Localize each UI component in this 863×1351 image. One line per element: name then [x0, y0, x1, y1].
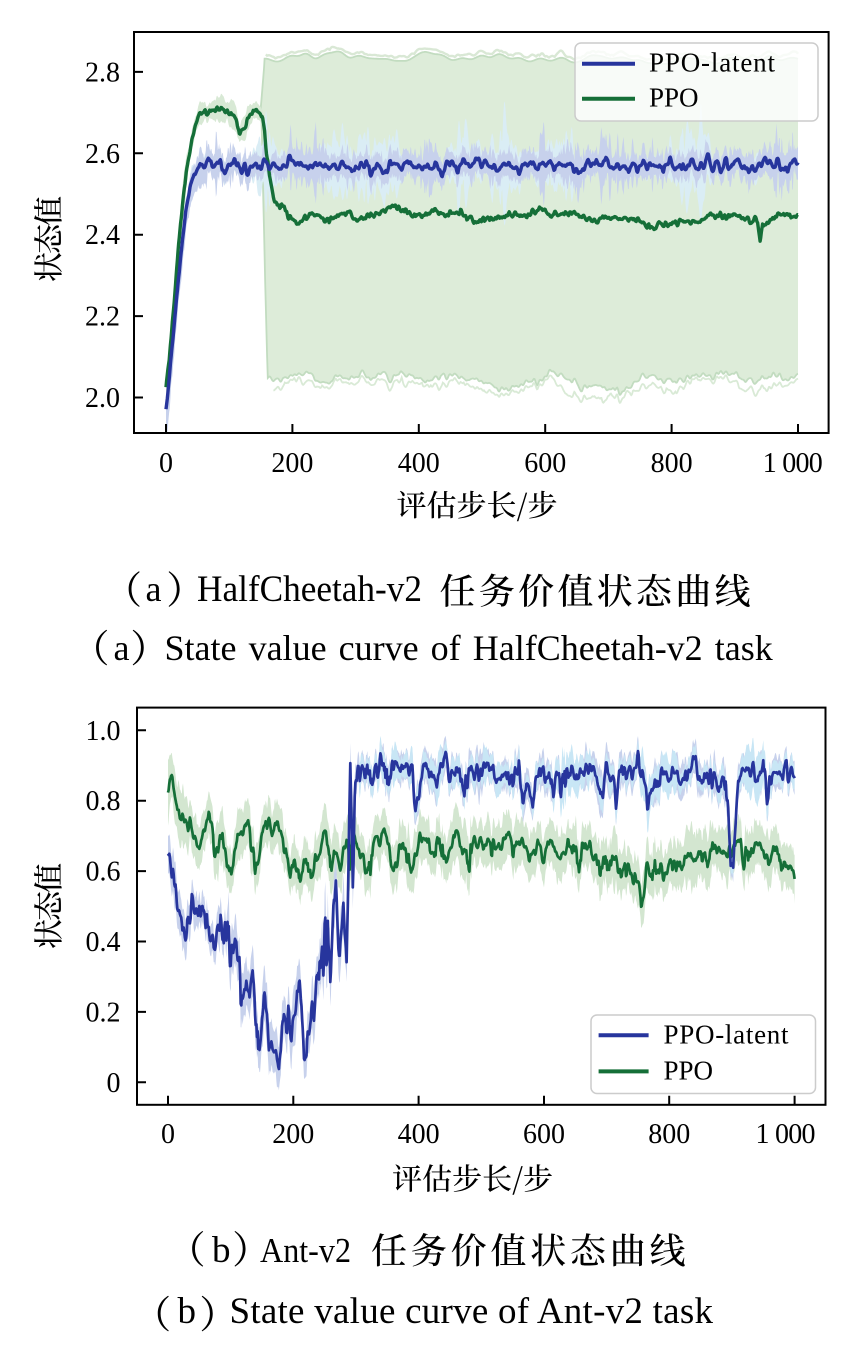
svg-text:PPO: PPO	[649, 83, 699, 113]
svg-text:2.8: 2.8	[85, 57, 120, 88]
svg-text:400: 400	[398, 448, 440, 479]
svg-text:State value curve of Ant-v2 ta: State value curve of Ant-v2 task	[230, 1291, 714, 1332]
svg-text:400: 400	[398, 1119, 440, 1150]
svg-text:2.6: 2.6	[85, 139, 120, 170]
svg-text:0: 0	[107, 1068, 121, 1099]
svg-text:HalfCheetah-v2: HalfCheetah-v2	[197, 569, 422, 610]
svg-text:0.2: 0.2	[86, 997, 121, 1028]
svg-text:a: a	[146, 569, 162, 609]
svg-text:600: 600	[523, 1119, 565, 1150]
svg-text:1 000: 1 000	[756, 1119, 816, 1150]
svg-text:2.4: 2.4	[85, 220, 120, 251]
svg-text:2.2: 2.2	[85, 302, 120, 333]
svg-text:2.0: 2.0	[85, 383, 120, 414]
svg-text:200: 200	[272, 1119, 314, 1150]
svg-text:0: 0	[161, 1119, 175, 1150]
svg-text:0.4: 0.4	[86, 927, 121, 958]
svg-text:a: a	[114, 628, 130, 668]
svg-text:b: b	[212, 1230, 231, 1271]
svg-text:0.6: 0.6	[86, 857, 121, 888]
svg-text:800: 800	[651, 448, 693, 479]
svg-text:200: 200	[271, 448, 313, 479]
svg-text:Ant-v2: Ant-v2	[260, 1231, 351, 1270]
svg-text:PPO-latent: PPO-latent	[649, 48, 775, 78]
svg-text:0: 0	[159, 448, 173, 479]
svg-text:b: b	[178, 1291, 197, 1332]
svg-text:State value curve of HalfCheet: State value curve of HalfCheetah-v2 task	[165, 628, 773, 668]
svg-text:800: 800	[648, 1119, 690, 1150]
svg-text:PPO-latent: PPO-latent	[664, 1020, 789, 1050]
svg-text:600: 600	[524, 448, 566, 479]
svg-text:PPO: PPO	[664, 1056, 714, 1086]
svg-text:0.8: 0.8	[86, 786, 121, 817]
svg-text:1 000: 1 000	[763, 448, 823, 479]
svg-text:1.0: 1.0	[86, 716, 121, 747]
